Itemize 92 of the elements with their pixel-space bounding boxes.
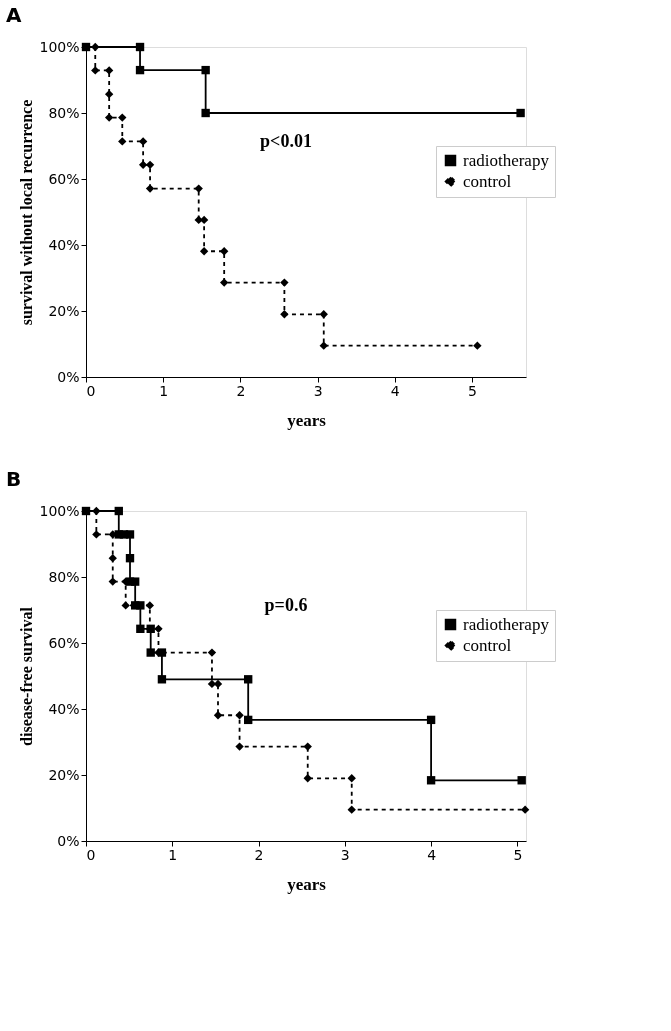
point	[154, 624, 163, 633]
y-tick-label: 60%	[48, 170, 80, 187]
y-tick-label: 80%	[48, 104, 80, 121]
x-tick-label: 5	[513, 846, 523, 863]
y-tick-label: 0%	[57, 368, 80, 385]
point	[138, 160, 148, 169]
point	[92, 506, 101, 516]
point	[145, 184, 155, 193]
y-tick-label: 80%	[48, 568, 80, 585]
y-tick-label: 40%	[48, 700, 80, 717]
chart-title: A	[6, 3, 22, 27]
point	[118, 113, 127, 122]
x-tick-label: 1	[159, 382, 169, 399]
x-tick-label: 2	[254, 846, 264, 863]
point	[121, 601, 130, 610]
legend-label: radiotherapy	[463, 614, 550, 634]
point	[108, 577, 117, 586]
y-axis-title: survival without local recurrence	[18, 99, 36, 326]
point	[125, 554, 135, 563]
point	[235, 742, 244, 751]
chart-title: B	[6, 467, 22, 491]
point	[130, 577, 140, 586]
point	[473, 341, 482, 350]
y-tick-label: 20%	[48, 302, 80, 319]
x-tick-label: 4	[427, 846, 437, 863]
x-tick-label: 0	[86, 846, 96, 863]
x-tick-label: 4	[390, 382, 400, 399]
x-tick-label: 3	[313, 382, 323, 399]
y-tick-label: 40%	[48, 236, 80, 253]
y-axis-title: disease-free survival	[18, 606, 36, 746]
point	[136, 624, 145, 633]
x-tick-label: 3	[340, 846, 350, 863]
x-axis-title: years	[287, 410, 327, 430]
point	[201, 65, 210, 75]
y-tick-label: 20%	[48, 766, 80, 783]
point	[280, 310, 289, 319]
legend-label: radiotherapy	[463, 150, 550, 170]
point	[199, 247, 209, 256]
x-tick-label: 5	[468, 382, 477, 399]
point	[125, 530, 135, 539]
point	[194, 184, 203, 193]
point	[213, 711, 223, 720]
point	[235, 711, 244, 720]
point	[91, 42, 100, 52]
point	[104, 66, 114, 75]
point	[136, 601, 145, 610]
point	[303, 742, 312, 751]
x-tick-label: 2	[236, 382, 246, 399]
point	[92, 530, 101, 539]
point	[135, 42, 145, 52]
point	[118, 137, 127, 146]
legend-label: control	[463, 635, 512, 655]
point	[347, 805, 356, 814]
y-tick-label: 100%	[39, 502, 80, 519]
point	[91, 66, 100, 75]
point	[201, 108, 210, 118]
point	[516, 108, 525, 118]
point	[303, 774, 312, 783]
point	[426, 776, 436, 785]
point	[319, 310, 328, 319]
point	[81, 42, 91, 52]
point	[517, 776, 526, 785]
point	[319, 341, 328, 350]
point	[347, 774, 356, 783]
point	[219, 278, 229, 287]
point	[104, 113, 114, 122]
x-tick-label: 1	[168, 846, 178, 863]
point	[219, 247, 229, 256]
point	[426, 715, 436, 725]
legend-label: control	[463, 171, 512, 191]
point	[520, 805, 530, 814]
point	[157, 675, 167, 684]
point	[81, 506, 91, 516]
point	[114, 506, 123, 516]
point	[280, 278, 289, 287]
point	[207, 648, 217, 657]
y-tick-label: 0%	[57, 832, 80, 849]
annotation: p<0.01	[260, 131, 312, 151]
point	[104, 90, 114, 99]
y-tick-label: 60%	[48, 634, 80, 651]
point	[145, 601, 155, 610]
point	[146, 648, 155, 657]
point	[138, 137, 148, 146]
point	[108, 554, 117, 563]
x-axis-title: years	[287, 874, 327, 894]
point	[244, 715, 253, 725]
point	[135, 65, 145, 75]
annotation: p=0.6	[264, 595, 308, 615]
point	[145, 160, 155, 169]
y-tick-label: 100%	[39, 38, 80, 55]
point	[244, 675, 253, 684]
x-tick-label: 0	[86, 382, 96, 399]
